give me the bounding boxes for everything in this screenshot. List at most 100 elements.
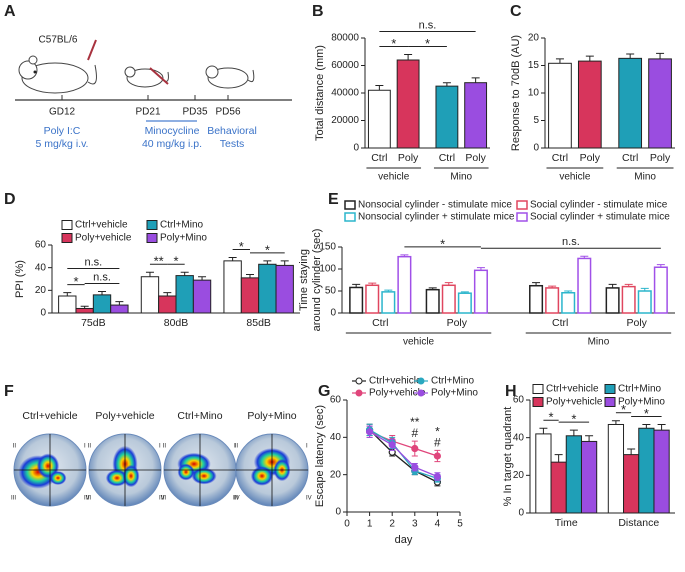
error-bar xyxy=(400,254,409,257)
series-line xyxy=(369,431,438,478)
series-line xyxy=(369,429,438,483)
legend-label: Poly+vehicle xyxy=(75,233,132,244)
error-bar xyxy=(532,282,541,286)
legend-marker xyxy=(355,389,363,397)
error-bar xyxy=(611,420,620,425)
quadrant-label: I xyxy=(84,444,86,450)
heatmap-label: Poly+vehicle xyxy=(95,410,154,422)
y-tick-label: 60 xyxy=(330,395,342,406)
legend-swatch xyxy=(146,220,158,230)
significance-label: * xyxy=(571,412,576,427)
group-label: vehicle xyxy=(403,337,435,348)
legend-label: Poly+Mino xyxy=(618,397,665,408)
treatment-dose: 5 mg/kg i.v. xyxy=(36,138,89,150)
error-bar xyxy=(471,77,480,83)
significance-label: n.s. xyxy=(562,236,580,248)
x-tick-label: Poly xyxy=(580,152,601,164)
group-label: Mino xyxy=(634,172,656,183)
y-axis-label: Time staying xyxy=(298,249,310,311)
bar xyxy=(367,89,391,149)
bar xyxy=(175,275,194,314)
bar xyxy=(561,292,576,314)
legend-label: Nonsocial cylinder - stimulate mice xyxy=(358,200,512,211)
error-bar xyxy=(564,290,573,293)
legend-label: Poly+Mino xyxy=(160,233,207,244)
significance-label: * xyxy=(239,239,244,254)
error-bar xyxy=(548,285,557,288)
significance-label: * xyxy=(173,254,178,269)
error-bar xyxy=(640,287,649,291)
error-bar xyxy=(375,84,384,91)
error-bar xyxy=(180,271,189,276)
panel-label: D xyxy=(4,191,16,208)
legend-label: Ctrl+vehicle xyxy=(369,376,422,387)
marker xyxy=(366,428,374,436)
y-tick-label: 0 xyxy=(40,308,46,319)
strain: C57BL/6 xyxy=(39,35,78,46)
heat-blob xyxy=(191,467,217,485)
bar xyxy=(381,291,396,314)
significance-label: * xyxy=(425,36,430,51)
y-axis-label: Total distance (mm) xyxy=(314,45,326,141)
quadrant-label: III xyxy=(11,496,16,502)
y-tick-label: 0 xyxy=(335,507,341,518)
x-tick-label: 85dB xyxy=(246,317,271,329)
bar xyxy=(623,454,640,514)
bar xyxy=(648,58,672,149)
x-tick-label: Time xyxy=(555,517,578,529)
error-bar xyxy=(198,276,207,281)
bar xyxy=(223,260,242,314)
bar xyxy=(75,307,94,314)
heatmap-label: Poly+Mino xyxy=(247,410,296,422)
legend-swatch xyxy=(604,397,616,407)
legend-label: Ctrl+vehicle xyxy=(546,384,599,395)
bar xyxy=(653,429,670,514)
bar xyxy=(621,285,636,314)
series-line xyxy=(369,429,438,480)
error-bar xyxy=(657,423,666,431)
x-tick-label: Poly xyxy=(650,152,671,164)
marker xyxy=(411,463,419,471)
x-tick-label: Poly xyxy=(465,152,486,164)
bar xyxy=(638,427,655,514)
legend-swatch xyxy=(532,397,544,407)
error-bar xyxy=(626,53,635,59)
error-bar xyxy=(63,292,72,296)
significance-label: * xyxy=(440,236,445,251)
error-bar xyxy=(404,54,413,60)
y-tick-label: 80000 xyxy=(331,33,359,44)
bar xyxy=(618,57,643,149)
y-tick-label: 0 xyxy=(518,508,524,519)
significance-label: n.s. xyxy=(419,19,437,31)
x-tick-label: Ctrl xyxy=(371,152,387,164)
timeline-ticks xyxy=(61,95,229,100)
bar xyxy=(464,82,488,149)
quadrant-label: I xyxy=(306,444,308,450)
bar xyxy=(275,264,294,314)
error-bar xyxy=(642,423,651,429)
legend-marker xyxy=(417,377,425,385)
legend-label: Ctrl+Mino xyxy=(431,376,475,387)
y-axis-label: PPI (%) xyxy=(14,260,26,298)
legend-label: Social cylinder - stimulate mice xyxy=(530,200,668,211)
quadrant-label: IV xyxy=(234,496,240,502)
y-tick-label: 40 xyxy=(330,432,342,443)
x-tick-label: Ctrl xyxy=(372,317,388,329)
bar xyxy=(192,279,212,314)
error-bar xyxy=(280,260,289,266)
significance-label: ** xyxy=(154,254,164,269)
panel-label: E xyxy=(328,191,339,208)
group-label: vehicle xyxy=(378,172,410,183)
x-tick-label: 4 xyxy=(435,519,441,530)
timeline: C57BL/6 GD12 PD21 PD35 PD56 Poly I:C 5 m… xyxy=(15,35,292,150)
x-tick-label: 1 xyxy=(367,519,373,530)
annotation: # xyxy=(434,436,441,450)
x-tick-label: 5 xyxy=(457,519,463,530)
bar xyxy=(653,266,668,314)
x-tick-label: 75dB xyxy=(81,317,106,329)
panel-label: H xyxy=(505,383,517,400)
y-tick-label: 20 xyxy=(35,285,47,296)
annotation: ** xyxy=(410,415,420,429)
panel-label: C xyxy=(510,3,522,20)
